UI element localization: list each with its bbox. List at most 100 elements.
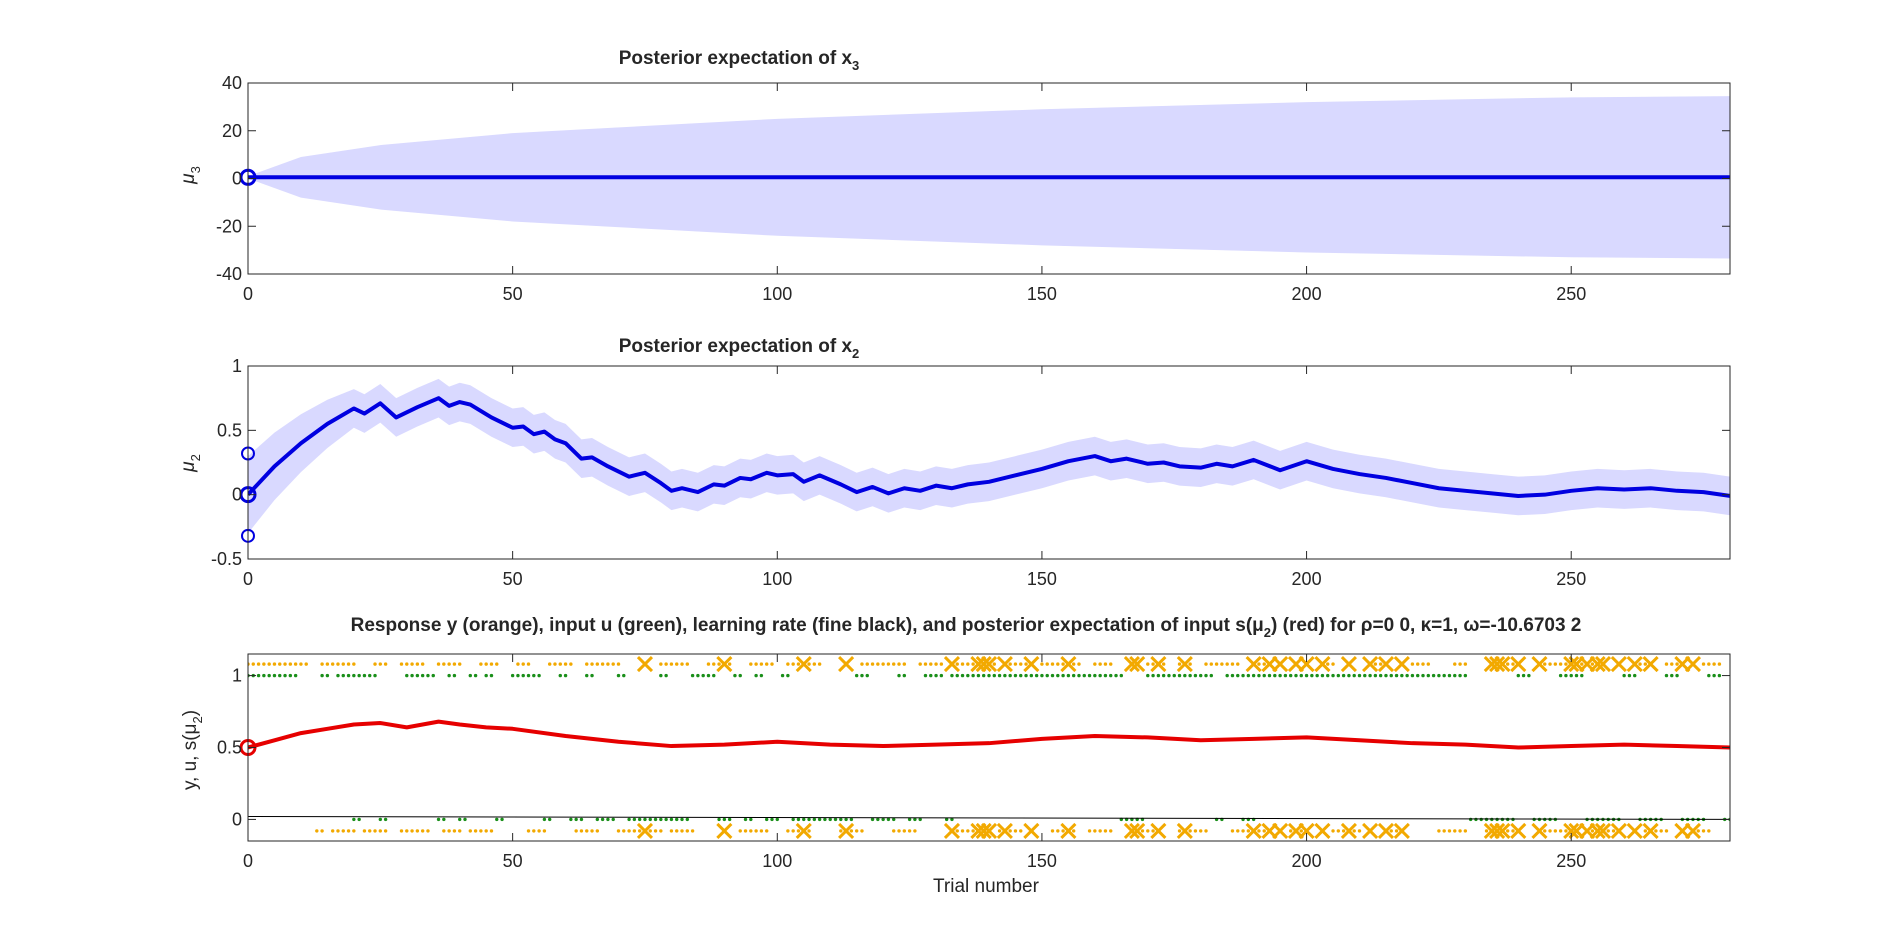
response-y-point — [1326, 662, 1330, 666]
input-u-point — [669, 817, 674, 822]
response-cross — [1531, 656, 1548, 673]
x-tick-label: 50 — [503, 284, 523, 304]
response-y-point — [1331, 829, 1335, 833]
response-cross — [1684, 656, 1702, 673]
input-u-point — [944, 817, 949, 822]
input-u-point — [1114, 673, 1118, 678]
response-y-point — [1093, 662, 1097, 666]
input-u-point — [992, 673, 996, 678]
response-y-point — [1008, 829, 1012, 833]
response-y-point — [664, 662, 668, 666]
input-u-point — [1331, 673, 1335, 678]
response-y-point — [918, 662, 922, 666]
input-u-point — [378, 817, 383, 822]
y-tick-label: 0 — [232, 485, 242, 505]
response-cross — [1494, 822, 1511, 839]
input-u-point — [272, 673, 277, 678]
response-y-point — [1352, 829, 1356, 833]
input-u-point — [1336, 673, 1341, 678]
input-u-point — [1236, 673, 1240, 678]
response-y-point — [1707, 662, 1711, 666]
response-cross — [1684, 822, 1702, 839]
response-y-point — [1087, 829, 1092, 833]
response-y-point — [1511, 662, 1515, 666]
input-u-point — [1558, 673, 1563, 678]
input-u-point — [1421, 673, 1425, 678]
input-u-point — [447, 673, 451, 678]
response-y-point — [1543, 829, 1547, 833]
input-u-point — [902, 673, 907, 678]
input-u-point — [727, 817, 732, 822]
y-tick-label: 0 — [232, 809, 242, 829]
response-y-point — [1643, 829, 1648, 833]
response-y-point — [378, 662, 383, 666]
input-u-point — [293, 673, 298, 678]
input-u-point — [1437, 673, 1441, 678]
input-u-point — [1357, 673, 1362, 678]
input-u-point — [510, 673, 515, 678]
response-cross — [1298, 656, 1315, 673]
response-y-point — [913, 829, 917, 833]
response-cross — [980, 656, 998, 673]
response-cross — [1594, 822, 1612, 839]
response-cross — [975, 656, 992, 673]
input-u-point — [1574, 673, 1579, 678]
input-u-point — [706, 673, 711, 678]
response-y-point — [547, 662, 552, 666]
response-y-point — [299, 662, 303, 666]
input-u-point — [960, 673, 965, 678]
response-cross — [1489, 822, 1506, 839]
response-y-point — [1701, 662, 1706, 666]
response-cross — [1377, 656, 1395, 673]
response-y-point — [1564, 829, 1568, 833]
input-u-point — [796, 817, 801, 822]
input-u-point — [1188, 673, 1192, 678]
response-y-point — [574, 829, 578, 833]
input-u-point — [574, 817, 578, 822]
input-u-point — [1008, 673, 1012, 678]
input-u-point — [1288, 673, 1293, 678]
response-y-point — [1071, 662, 1076, 666]
x-tick-label: 0 — [243, 284, 253, 304]
response-y-point — [267, 662, 271, 666]
response-y-point — [579, 829, 584, 833]
input-u-point — [1442, 673, 1446, 678]
response-y-point — [1019, 662, 1023, 666]
response-y-point — [1050, 829, 1055, 833]
response-y-point — [902, 829, 907, 833]
response-y-point — [1230, 662, 1235, 666]
response-cross — [1298, 822, 1315, 839]
input-u-point — [717, 817, 721, 822]
response-y-point — [1077, 662, 1081, 666]
response-y-point — [1643, 662, 1648, 666]
input-u-point — [1416, 673, 1420, 678]
response-cross — [975, 822, 992, 839]
input-u-point — [802, 817, 806, 822]
posterior-line — [248, 719, 1730, 750]
response-y-point — [892, 829, 896, 833]
response-y-point — [288, 662, 293, 666]
response-y-point — [1553, 662, 1558, 666]
response-y-point — [452, 662, 457, 666]
input-u-point — [558, 673, 562, 678]
response-cross — [1563, 822, 1580, 839]
input-u-point — [1378, 673, 1383, 678]
x-tick-label: 150 — [1027, 569, 1057, 589]
response-y-point — [458, 662, 462, 666]
input-u-point — [854, 673, 859, 678]
input-u-point — [939, 673, 944, 678]
input-u-point — [627, 817, 631, 822]
response-y-point — [383, 829, 388, 833]
response-y-point — [627, 829, 631, 833]
input-u-point — [1109, 673, 1113, 678]
input-u-point — [950, 673, 954, 678]
response-cross — [1494, 656, 1511, 673]
response-y-point — [817, 662, 822, 666]
response-y-point — [1220, 662, 1224, 666]
input-u-point — [426, 673, 430, 678]
input-u-point — [653, 817, 658, 822]
input-u-point — [410, 673, 414, 678]
input-u-point — [1341, 673, 1346, 678]
input-u-point — [923, 673, 928, 678]
input-u-point — [1389, 673, 1393, 678]
